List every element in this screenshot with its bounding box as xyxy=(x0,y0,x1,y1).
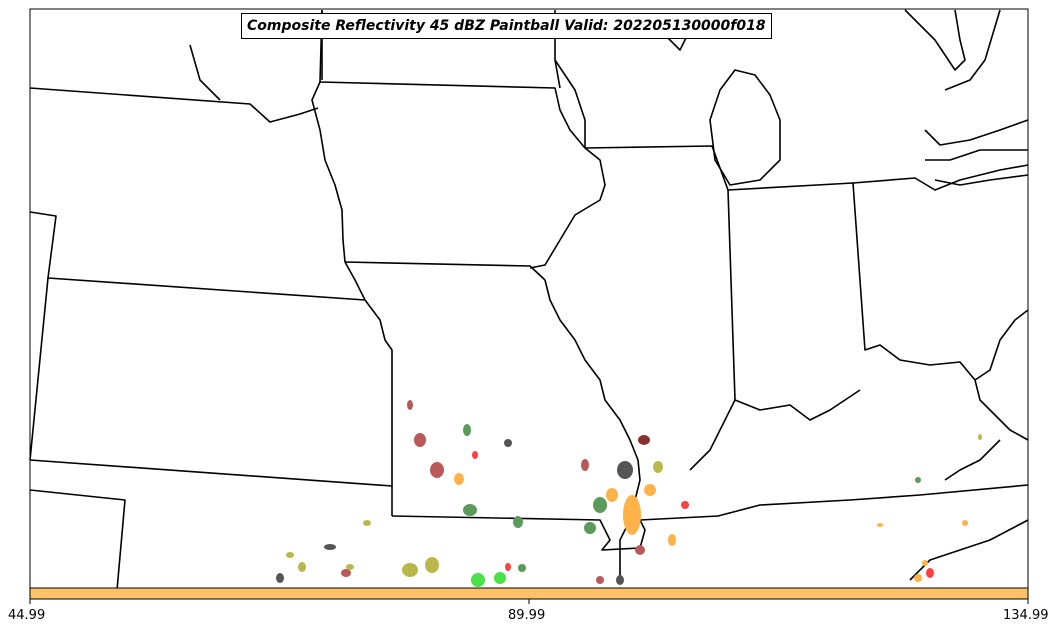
colorbar xyxy=(29,587,1029,600)
reflectivity-blobs xyxy=(276,400,982,587)
colorbar-tick-label-mid: 89.99 xyxy=(508,608,546,623)
colorbar-tick-label-max: 134.99 xyxy=(1003,608,1049,623)
state-boundaries xyxy=(29,9,1029,591)
map-title: Composite Reflectivity 45 dBZ Paintball … xyxy=(241,13,772,39)
map-frame xyxy=(29,8,1029,598)
colorbar-tick-label-min: 44.99 xyxy=(8,608,46,623)
